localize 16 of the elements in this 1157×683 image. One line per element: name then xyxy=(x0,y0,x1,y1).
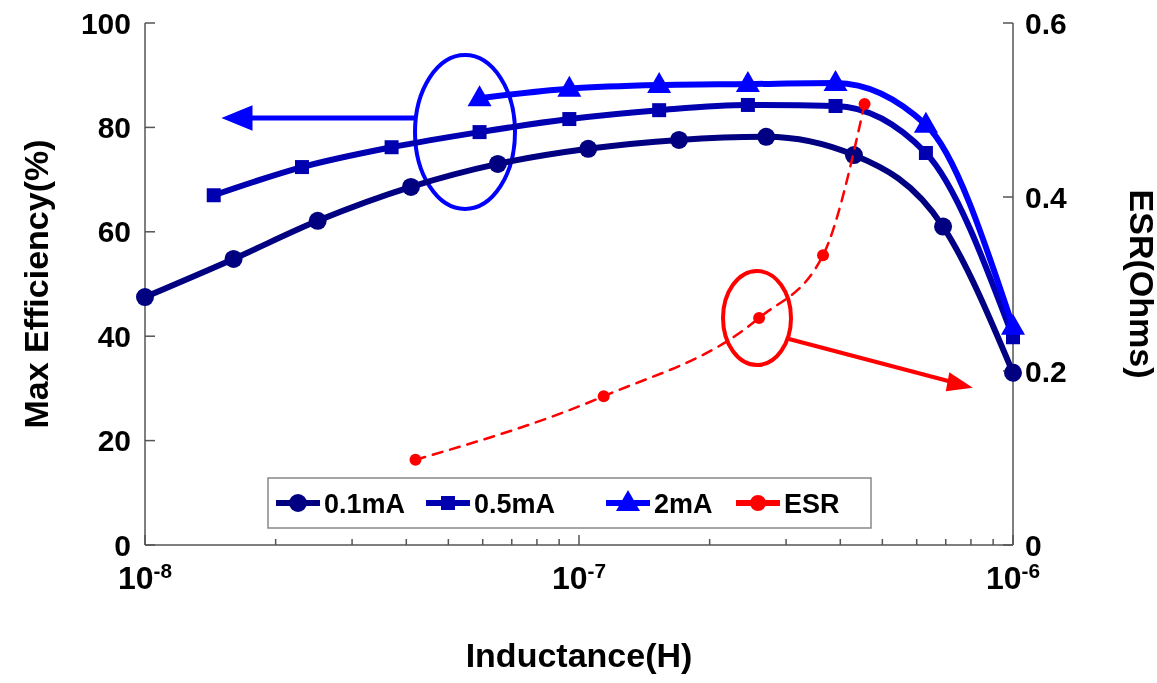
y-tick-label: 100 xyxy=(80,6,131,40)
legend-label: 0.5mA xyxy=(474,488,556,519)
y-tick-label: 60 xyxy=(97,215,131,249)
legend-label: 2mA xyxy=(654,488,713,519)
y2-axis-title: ESR(Ohms) xyxy=(1123,189,1157,379)
x-axis-title: Inductance(H) xyxy=(465,636,693,674)
y-tick-label: 80 xyxy=(97,110,131,144)
legend-label: ESR xyxy=(784,488,840,519)
y2-tick-label: 0.4 xyxy=(1025,180,1068,214)
x-tick-label: 10$^{-7}$ xyxy=(551,558,607,596)
y-axis-title: Max Efficiency(%) xyxy=(17,139,55,429)
y2-tick-label: 0.2 xyxy=(1025,354,1067,388)
y-tick-label: 20 xyxy=(97,424,131,458)
legend-label: 0.1mA xyxy=(324,488,406,519)
y2-tick-label: 0.6 xyxy=(1025,6,1067,40)
y-tick-label: 40 xyxy=(97,319,131,353)
